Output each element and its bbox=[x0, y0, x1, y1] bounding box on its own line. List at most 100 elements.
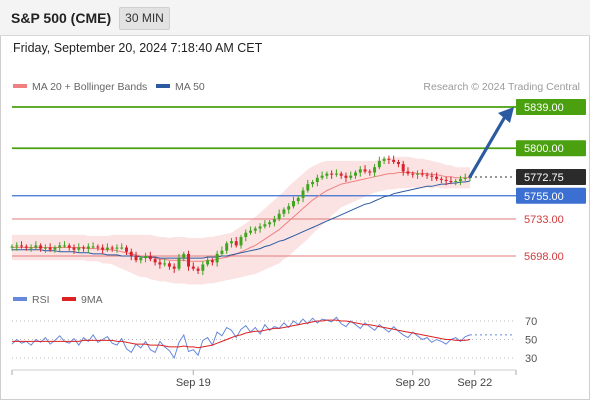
candle-body bbox=[177, 258, 181, 269]
candle-body bbox=[24, 246, 28, 248]
candle-body bbox=[277, 213, 281, 220]
candle-body bbox=[416, 173, 419, 175]
candle-body bbox=[63, 245, 66, 247]
candle-body bbox=[420, 173, 424, 175]
current-price-label: 5772.75 bbox=[524, 172, 564, 184]
candle-body bbox=[435, 176, 439, 179]
candle-body bbox=[344, 175, 348, 178]
legend-swatch-ma50 bbox=[156, 84, 170, 88]
candle-body bbox=[354, 172, 357, 176]
candle-body bbox=[430, 175, 434, 177]
candle-body bbox=[196, 268, 200, 271]
rsi-tick-50: 50 bbox=[525, 335, 537, 347]
candle-body bbox=[330, 173, 334, 175]
candle-body bbox=[139, 258, 143, 261]
candle-body bbox=[191, 266, 195, 269]
candle-body bbox=[439, 178, 443, 180]
candle-body bbox=[401, 164, 405, 172]
candle-body bbox=[406, 171, 410, 174]
bollinger-band bbox=[12, 156, 470, 285]
chart-title: S&P 500 (CME) bbox=[11, 10, 112, 26]
candle-body bbox=[29, 247, 33, 249]
candle-body bbox=[220, 250, 224, 254]
candle-body bbox=[368, 171, 372, 173]
candle-body bbox=[358, 169, 362, 173]
candle-body bbox=[234, 241, 238, 246]
candle-body bbox=[449, 180, 453, 183]
candle-body bbox=[187, 253, 190, 267]
candle-body bbox=[201, 264, 205, 271]
candle-body bbox=[225, 243, 229, 251]
projection-arrow-head bbox=[498, 107, 514, 123]
candle-body bbox=[268, 222, 272, 225]
candle-body bbox=[125, 247, 128, 252]
candle-body bbox=[215, 253, 219, 263]
watermark: Research © 2024 Trading Central bbox=[423, 81, 580, 93]
candle-body bbox=[20, 245, 24, 247]
legend-label-rsi: RSI bbox=[32, 294, 50, 306]
candle-body bbox=[306, 184, 310, 191]
candle-body bbox=[129, 251, 133, 256]
candle-body bbox=[91, 246, 95, 248]
candle-body bbox=[101, 247, 105, 250]
candle-body bbox=[115, 247, 119, 249]
rsi-tick-30: 30 bbox=[525, 353, 537, 365]
candle-body bbox=[301, 190, 305, 198]
candle-body bbox=[463, 177, 467, 179]
legend-label-rsi-ma: 9MA bbox=[81, 294, 103, 306]
timeframe-badge[interactable]: 30 MIN bbox=[119, 7, 170, 30]
candle-body bbox=[67, 245, 71, 248]
candle-body bbox=[373, 167, 377, 173]
candle-body bbox=[387, 158, 391, 160]
candle-body bbox=[10, 246, 14, 248]
candle-body bbox=[339, 173, 343, 176]
candle-body bbox=[48, 247, 52, 250]
candle-body bbox=[296, 197, 300, 202]
candle-body bbox=[15, 245, 19, 247]
candle-body bbox=[148, 256, 152, 260]
candle-body bbox=[382, 158, 386, 161]
chart-datetime: Friday, September 20, 2024 7:18:40 AM CE… bbox=[13, 41, 263, 55]
x-tick-label: Sep 19 bbox=[176, 377, 211, 389]
candle-body bbox=[320, 175, 324, 178]
candle-body bbox=[411, 173, 415, 175]
level-tag-5755.00 bbox=[516, 187, 586, 204]
candle-body bbox=[425, 174, 429, 176]
candle-body bbox=[396, 161, 400, 165]
level-label-5755.00: 5755.00 bbox=[524, 191, 564, 203]
candle-body bbox=[458, 178, 462, 181]
legend-swatch-rsi bbox=[13, 297, 27, 301]
candle-body bbox=[454, 180, 458, 183]
candle-body bbox=[249, 230, 253, 233]
candle-body bbox=[239, 236, 243, 246]
chart-header: S&P 500 (CME) 30 MIN bbox=[0, 0, 590, 36]
candle-body bbox=[134, 256, 138, 261]
candle-body bbox=[325, 173, 329, 176]
projection-arrow-shaft bbox=[468, 113, 508, 179]
rsi-tick-70: 70 bbox=[525, 316, 537, 328]
candle-body bbox=[58, 245, 62, 248]
current-price-tag bbox=[516, 169, 586, 186]
candle-body bbox=[229, 241, 233, 244]
candle-body bbox=[43, 247, 47, 249]
candle-body bbox=[315, 177, 319, 183]
candle-body bbox=[120, 247, 124, 249]
candle-body bbox=[363, 169, 367, 172]
candle-body bbox=[34, 245, 38, 248]
rsi-ma-line bbox=[12, 319, 471, 349]
candle-body bbox=[258, 226, 262, 229]
candle-body bbox=[349, 175, 353, 178]
candle-body bbox=[82, 247, 86, 249]
candle-body bbox=[210, 260, 214, 263]
candle-body bbox=[39, 245, 43, 249]
candle-body bbox=[144, 256, 148, 259]
candle-body bbox=[53, 247, 57, 250]
candle-body bbox=[287, 206, 291, 210]
candle-body bbox=[86, 246, 90, 249]
legend-label-ma20: MA 20 + Bollinger Bands bbox=[32, 81, 147, 93]
candle-body bbox=[105, 247, 109, 250]
level-label-5698.00: 5698.00 bbox=[524, 251, 564, 263]
candle-body bbox=[206, 260, 210, 265]
candle-body bbox=[172, 266, 176, 269]
